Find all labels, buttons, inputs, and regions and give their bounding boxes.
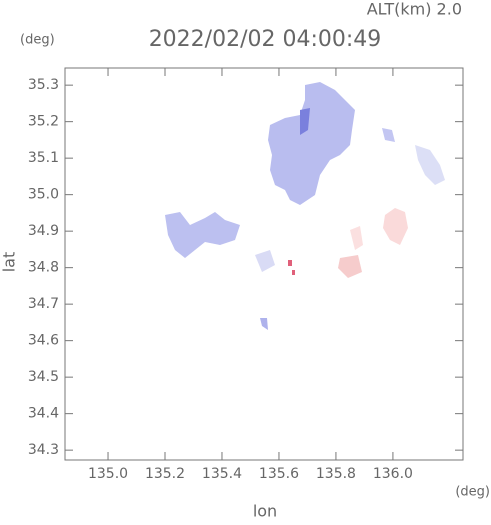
echo-region — [300, 108, 310, 135]
x-tick-label: 135.6 — [259, 466, 299, 482]
x-tick-label: 136.0 — [373, 466, 413, 482]
echo-region — [383, 208, 408, 245]
echo-region — [268, 82, 355, 205]
echo-region — [288, 260, 292, 266]
echo-region — [415, 145, 445, 185]
y-tick-label: 34.3 — [28, 442, 59, 458]
x-tick-label: 135.0 — [88, 466, 128, 482]
y-tick-label: 35.2 — [28, 114, 59, 130]
x-axis-label: lon — [253, 502, 277, 521]
echo-region — [338, 255, 362, 278]
y-tick-label: 34.9 — [28, 223, 59, 239]
plot-frame — [64, 67, 464, 461]
y-tick-label: 35.3 — [28, 77, 59, 93]
x-tick-label: 135.8 — [316, 466, 356, 482]
y-tick-label: 34.7 — [28, 296, 59, 312]
echo-region — [260, 318, 268, 330]
echo-region — [292, 270, 295, 275]
y-tick-label: 35.0 — [28, 187, 59, 203]
echo-layer — [165, 82, 445, 330]
y-tick-label: 35.1 — [28, 150, 59, 166]
chart-title: 2022/02/02 04:00:49 — [149, 27, 382, 52]
y-tick-label: 34.8 — [28, 260, 59, 276]
x-tick-label: 135.2 — [145, 466, 185, 482]
y-axis-label: lat — [0, 252, 19, 273]
x-tick-label: 135.4 — [202, 466, 242, 482]
echo-region — [255, 250, 275, 272]
echo-region — [382, 128, 395, 142]
x-unit: (deg) — [455, 485, 490, 500]
y-tick-label: 34.6 — [28, 333, 59, 349]
altitude-label: ALT(km) 2.0 — [367, 0, 462, 19]
y-tick-label: 34.4 — [28, 406, 59, 422]
echo-region — [350, 226, 363, 250]
y-unit: (deg) — [20, 33, 55, 48]
y-tick-label: 34.5 — [28, 369, 59, 385]
echo-region — [165, 212, 240, 258]
